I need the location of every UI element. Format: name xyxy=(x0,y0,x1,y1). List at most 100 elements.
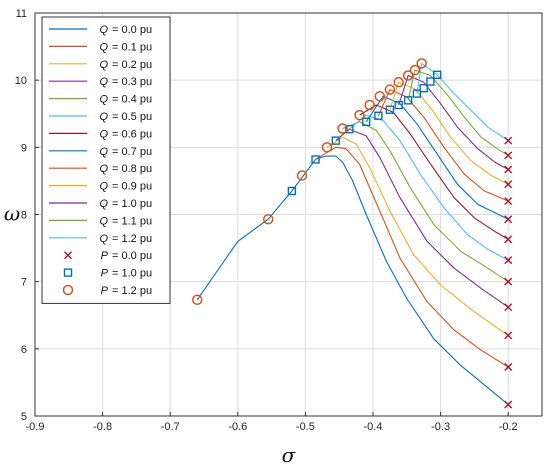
y-tick-label: 6 xyxy=(21,344,27,356)
y-tick-label: 11 xyxy=(16,8,27,20)
marker-x xyxy=(504,197,513,206)
legend-swatch-marker xyxy=(64,251,72,260)
x-axis-label: σ xyxy=(282,443,297,467)
legend-value: = 1.2 pu xyxy=(112,233,152,245)
x-marker-stroke xyxy=(504,180,513,189)
x-tick-label: -0.7 xyxy=(161,421,180,433)
marker-square xyxy=(419,84,428,93)
x-marker-stroke xyxy=(504,197,513,206)
series-line-12 xyxy=(416,62,509,142)
legend-var: Q xyxy=(99,146,108,158)
legend-swatch-marker xyxy=(62,284,74,296)
marker-square xyxy=(426,77,435,86)
marker-circle xyxy=(393,76,404,88)
marker-x xyxy=(504,256,513,265)
legend-swatch-marker xyxy=(63,268,73,277)
y-tick-label: 9 xyxy=(21,142,27,154)
marker-circle xyxy=(337,123,348,134)
y-tick-label: 10 xyxy=(15,75,27,87)
x-marker-stroke xyxy=(504,215,513,224)
x-tick-label: -0.9 xyxy=(26,421,45,433)
legend-value: = 1.1 pu xyxy=(112,215,152,227)
x-tick-label: -0.3 xyxy=(431,421,450,433)
x-marker-stroke xyxy=(504,235,513,244)
legend-var: Q xyxy=(99,76,108,88)
series-line-5 xyxy=(348,114,509,261)
marker-square xyxy=(433,70,442,79)
legend-var: Q xyxy=(99,215,108,227)
x-marker-stroke xyxy=(504,256,513,265)
legend-var: Q xyxy=(99,24,108,36)
markers-layer xyxy=(191,58,513,409)
series-line-10 xyxy=(398,74,509,170)
series-line-3 xyxy=(335,128,509,308)
marker-circle xyxy=(374,91,386,102)
legend-var: Q xyxy=(99,111,108,123)
series-line-9 xyxy=(389,81,509,185)
marker-circle xyxy=(296,170,308,181)
legend-box xyxy=(41,16,171,304)
marker-square xyxy=(374,111,383,120)
marker-square xyxy=(394,100,403,110)
x-tick-label: -0.4 xyxy=(364,421,383,433)
series-line-1 xyxy=(315,146,509,368)
tick-labels: -0.9 -0.8 -0.7 -0.6 -0.5 -0.4 -0.3 -0.2 5 6 7 8 9 10 1… xyxy=(15,8,518,433)
marker-square xyxy=(362,117,371,127)
marker-x xyxy=(504,277,513,286)
series-line-0 xyxy=(196,155,509,406)
marker-x xyxy=(504,303,513,312)
marker-circle xyxy=(402,70,414,81)
y-tick-label: 5 xyxy=(21,411,27,423)
legend-value: = 0.7 pu xyxy=(112,146,152,158)
series-line-11 xyxy=(407,69,509,156)
marker-square xyxy=(311,155,320,164)
marker-x xyxy=(504,136,513,145)
x-marker-stroke xyxy=(64,251,72,260)
x-marker-stroke xyxy=(504,400,513,409)
legend-value: = 0.0 pu xyxy=(112,250,152,262)
legend-value: = 0.8 pu xyxy=(112,163,152,175)
series-lines xyxy=(196,62,509,406)
legend-value: = 0.6 pu xyxy=(112,128,152,140)
y-tick-label: 7 xyxy=(21,277,27,289)
marker-circle xyxy=(364,99,375,111)
marker-square xyxy=(331,136,341,145)
marker-circle xyxy=(321,142,333,153)
marker-x xyxy=(504,165,513,174)
x-tick-label: -0.6 xyxy=(228,421,247,433)
x-marker-stroke xyxy=(504,165,513,174)
marker-x xyxy=(504,180,513,189)
marker-x xyxy=(504,215,513,224)
legend-var: Q xyxy=(99,41,108,53)
marker-circle xyxy=(191,294,203,306)
marker-circle xyxy=(416,58,427,69)
legend-var: Q xyxy=(99,94,108,106)
legend-value: = 0.0 pu xyxy=(112,24,152,36)
legend-value: = 1.0 pu xyxy=(112,268,152,280)
legend-var: Q xyxy=(99,128,108,140)
legend-value: = 0.4 pu xyxy=(112,94,152,106)
legend-var: Q xyxy=(99,163,108,175)
legend-value: = 0.9 pu xyxy=(112,181,152,193)
x-tick-label: -0.5 xyxy=(296,421,315,433)
series-line-8 xyxy=(377,89,509,202)
marker-x xyxy=(504,331,513,340)
x-marker-stroke xyxy=(504,362,513,371)
legend-value: = 0.1 pu xyxy=(112,41,152,53)
marker-circle xyxy=(262,213,274,225)
legend-var: Q xyxy=(99,233,108,245)
x-tick-label: -0.8 xyxy=(93,421,112,433)
legend-value: = 1.0 pu xyxy=(112,198,152,210)
x-tick-label: -0.2 xyxy=(499,421,518,433)
marker-square xyxy=(287,186,297,196)
series-line-2 xyxy=(326,136,509,336)
marker-circle xyxy=(384,84,396,95)
marker-x xyxy=(504,151,513,160)
x-marker-stroke xyxy=(504,151,513,160)
legend-value: = 1.2 pu xyxy=(112,285,152,297)
x-marker-stroke xyxy=(504,303,513,312)
marker-square xyxy=(412,89,422,98)
marker-x xyxy=(504,400,513,409)
legend-var: Q xyxy=(99,181,108,193)
